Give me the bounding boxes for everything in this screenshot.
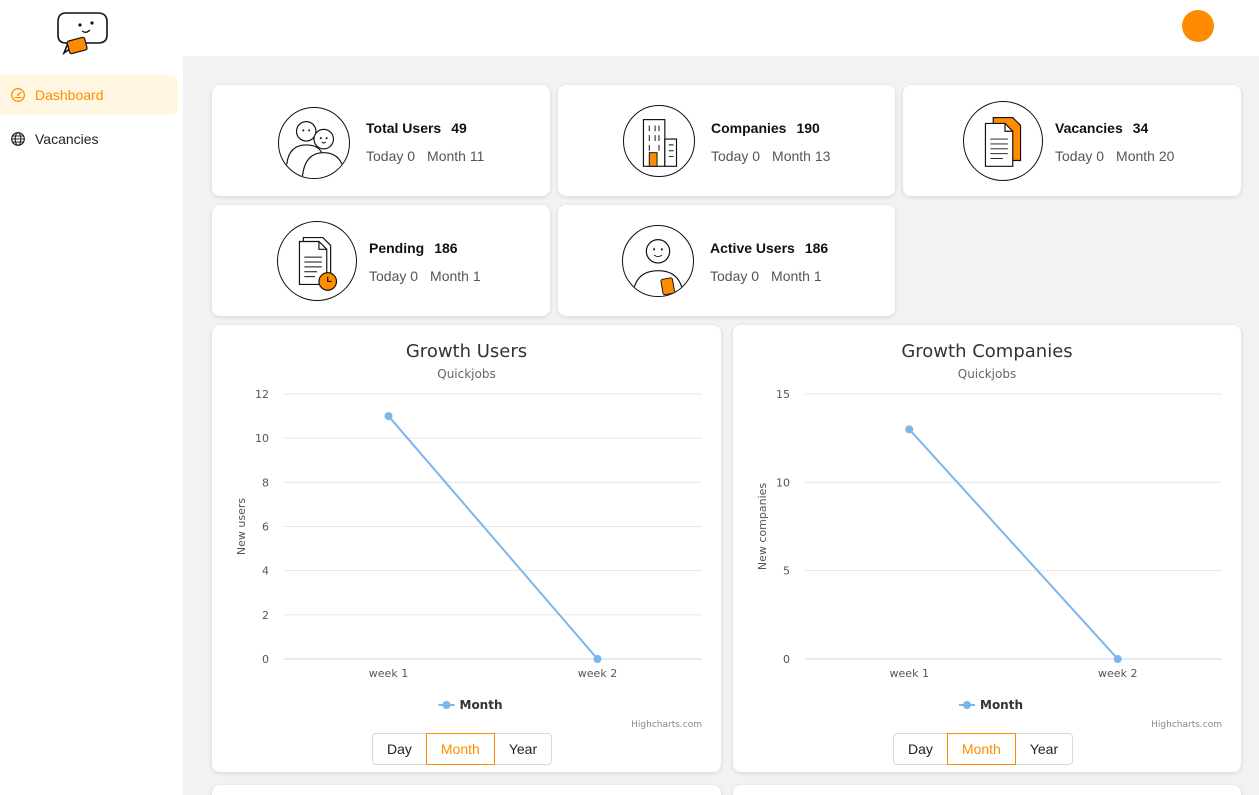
stat-title: Vacancies 34 (1055, 120, 1149, 136)
stat-card-active-users[interactable]: Active Users 186 Today 0 Month 1 (558, 205, 895, 316)
legend-item[interactable]: Month (460, 698, 503, 712)
chart-card-partial (212, 785, 721, 795)
pending-document-icon (277, 221, 357, 301)
y-tick-label: 2 (262, 609, 269, 622)
stat-today: Today 0 (1055, 148, 1105, 164)
y-tick-label: 0 (262, 653, 269, 666)
user-avatar[interactable] (1182, 10, 1214, 42)
month-button[interactable]: Month (425, 733, 495, 765)
globe-icon (11, 132, 25, 146)
chart-title: Growth Users (406, 341, 527, 362)
chart-credits[interactable]: Highcharts.com (631, 720, 702, 730)
data-point[interactable] (593, 655, 602, 663)
stat-subtext: Today 0 Month 1 (369, 268, 481, 284)
building-icon (623, 105, 695, 177)
legend-symbol (963, 701, 971, 709)
stat-card-vacancies[interactable]: Vacancies 34 Today 0 Month 20 (903, 85, 1241, 196)
x-tick-label: week 2 (1098, 667, 1137, 680)
growth-users-chart: Growth Users Quickjobs 0 2 4 6 8 10 12 New users w… (235, 341, 702, 730)
year-button[interactable]: Year (493, 733, 553, 765)
stat-month: Month 1 (771, 268, 822, 284)
range-toggle: Day Month Year (893, 733, 1074, 765)
stat-today: Today 0 (711, 148, 761, 164)
chart-title: Growth Companies (901, 341, 1072, 362)
stat-today: Today 0 (710, 268, 760, 284)
x-tick-label: week 1 (369, 667, 408, 680)
users-icon (278, 107, 350, 179)
stat-title: Companies 190 (711, 120, 820, 136)
y-tick-label: 0 (783, 653, 790, 666)
stat-today: Today 0 (369, 268, 419, 284)
x-tick-label: week 2 (578, 667, 617, 680)
legend-symbol (442, 701, 451, 709)
y-tick-label: 10 (255, 432, 269, 445)
chart-subtitle: Quickjobs (958, 367, 1016, 381)
y-tick-label: 10 (776, 476, 790, 489)
y-tick-label: 5 (783, 565, 790, 578)
stat-value: 49 (451, 120, 467, 136)
stat-value: 186 (434, 240, 458, 256)
chart-subtitle: Quickjobs (437, 367, 495, 381)
growth-companies-chart: Growth Companies Quickjobs 0 5 10 15 New compa… (756, 341, 1222, 730)
stat-subtext: Today 0 Month 1 (710, 268, 822, 284)
data-point[interactable] (905, 425, 914, 434)
y-tick-label: 4 (262, 565, 269, 578)
month-button[interactable]: Month (946, 733, 1016, 765)
y-tick-label: 15 (776, 388, 790, 401)
y-axis-label: New users (235, 498, 248, 555)
stat-value: 190 (796, 120, 820, 136)
stat-month: Month 20 (1116, 148, 1175, 164)
day-button[interactable]: Day (893, 733, 948, 765)
quickjobs-logo-icon[interactable] (54, 9, 112, 55)
stat-today: Today 0 (366, 148, 416, 164)
stat-card-companies[interactable]: Companies 190 Today 0 Month 13 (558, 85, 895, 196)
stat-subtext: Today 0 Month 20 (1055, 148, 1174, 164)
stat-title: Total Users 49 (366, 120, 467, 136)
chart-card-partial (733, 785, 1241, 795)
series-line (908, 428, 1119, 660)
documents-icon (963, 101, 1043, 181)
legend-item[interactable]: Month (980, 698, 1023, 712)
chart-credits[interactable]: Highcharts.com (1151, 720, 1222, 730)
stat-subtext: Today 0 Month 13 (711, 148, 830, 164)
year-button[interactable]: Year (1014, 733, 1074, 765)
x-tick-label: week 1 (890, 667, 929, 680)
stat-title: Active Users 186 (710, 240, 829, 256)
y-tick-label: 8 (262, 476, 269, 489)
range-toggle: Day Month Year (372, 733, 553, 765)
sidebar-item-label: Dashboard (35, 87, 104, 103)
data-point[interactable] (384, 412, 393, 421)
sidebar-item-dashboard[interactable]: Dashboard (0, 75, 178, 115)
series-line (387, 415, 599, 660)
stat-value: 186 (804, 240, 829, 256)
y-tick-label: 6 (262, 521, 269, 534)
stat-title: Pending 186 (369, 240, 458, 256)
stat-month: Month 11 (427, 148, 485, 164)
stat-subtext: Today 0 Month 11 (366, 148, 484, 164)
stat-card-total-users[interactable]: Total Users 49 Today 0 Month 11 (212, 85, 550, 196)
stat-month: Month 13 (772, 148, 831, 164)
stat-month: Month 1 (430, 268, 481, 284)
dashboard-icon (11, 88, 25, 102)
y-axis-label: New companies (756, 483, 769, 571)
sidebar: Dashboard Vacancies (0, 56, 183, 795)
chart-card-growth-companies: Growth Companies Quickjobs 0 5 10 15 New compa… (733, 325, 1241, 772)
sidebar-item-label: Vacancies (35, 131, 99, 147)
data-point[interactable] (1113, 655, 1122, 663)
active-user-icon (622, 225, 694, 297)
sidebar-item-vacancies[interactable]: Vacancies (0, 119, 178, 159)
day-button[interactable]: Day (372, 733, 427, 765)
stat-card-pending[interactable]: Pending 186 Today 0 Month 1 (212, 205, 550, 316)
chart-card-growth-users: Growth Users Quickjobs 0 2 4 6 8 10 12 New users w… (212, 325, 721, 772)
y-tick-label: 12 (255, 388, 269, 401)
stat-value: 34 (1132, 120, 1149, 136)
top-header (0, 0, 1259, 56)
